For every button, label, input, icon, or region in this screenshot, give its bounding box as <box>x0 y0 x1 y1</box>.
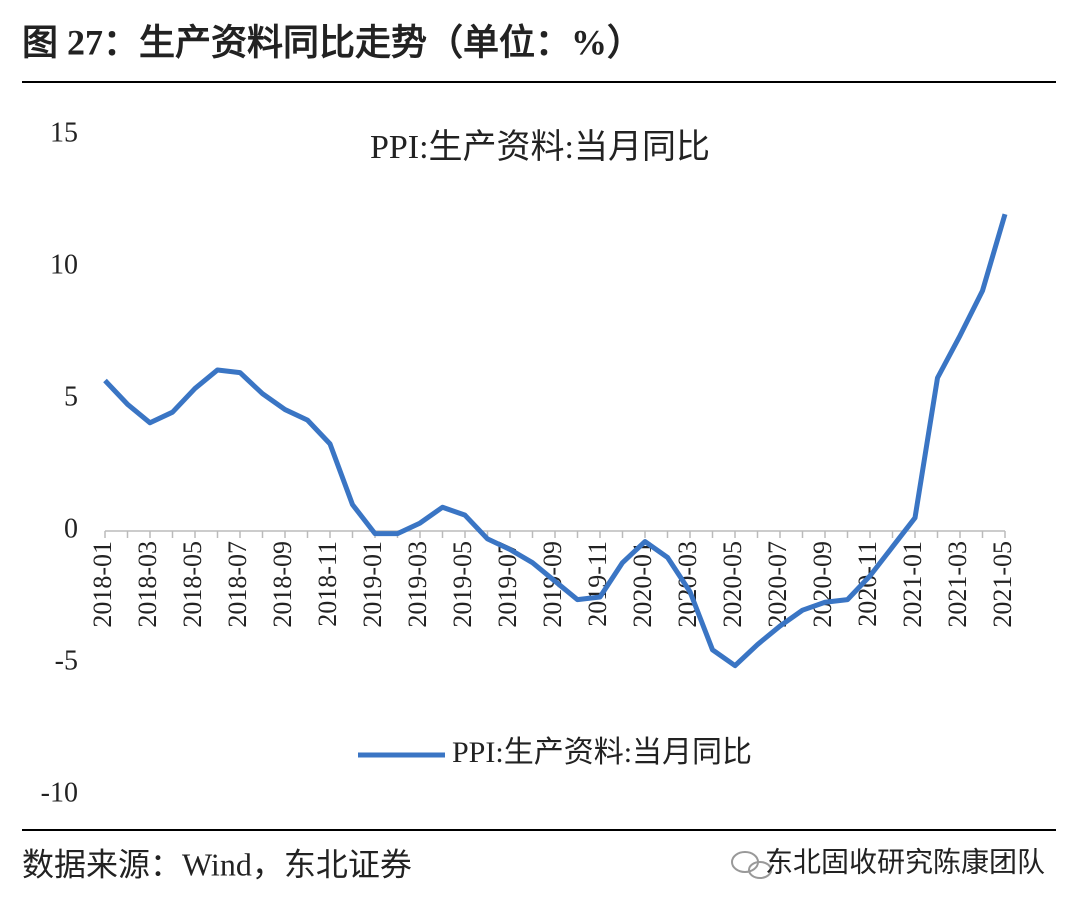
line-series <box>103 213 1008 669</box>
x-tick-label: 2018-03 <box>133 541 162 628</box>
figure-title: 图 27：生产资料同比走势（单位：%） <box>22 22 643 62</box>
y-tick-label: 5 <box>64 381 78 412</box>
x-tick-label: 2021-05 <box>988 541 1017 628</box>
x-tick-label: 2019-01 <box>358 541 387 628</box>
x-tick-label: 2020-07 <box>763 541 792 628</box>
y-tick-label: -5 <box>55 645 78 676</box>
y-tick-label: -10 <box>41 777 78 808</box>
watermark-icon <box>731 851 772 879</box>
x-tick-label: 2021-01 <box>898 541 927 628</box>
x-tick-label: 2020-05 <box>718 541 747 628</box>
x-tick-label: 2018-01 <box>88 541 117 628</box>
x-tick-label: 2018-11 <box>313 541 342 627</box>
y-tick-label: 15 <box>50 117 78 148</box>
x-tick-label: 2018-09 <box>268 541 297 628</box>
y-tick-label: 10 <box>50 249 78 280</box>
chart-title: PPI:生产资料:当月同比 <box>370 128 710 166</box>
x-tick-label: 2021-03 <box>943 541 972 628</box>
x-tick-label: 2020-09 <box>808 541 837 628</box>
legend-label: PPI:生产资料:当月同比 <box>452 736 752 769</box>
x-tick-label: 2019-05 <box>448 541 477 628</box>
y-tick-label: 0 <box>64 513 78 544</box>
watermark: 东北固收研究陈康团队 <box>765 846 1045 878</box>
source: 数据来源：Wind，东北证券 <box>22 846 412 882</box>
x-tick-label: 2018-05 <box>178 541 207 628</box>
x-tick-label: 2018-07 <box>223 541 252 628</box>
x-tick-label: 2020-11 <box>853 541 882 627</box>
x-tick-label: 2019-03 <box>403 541 432 628</box>
